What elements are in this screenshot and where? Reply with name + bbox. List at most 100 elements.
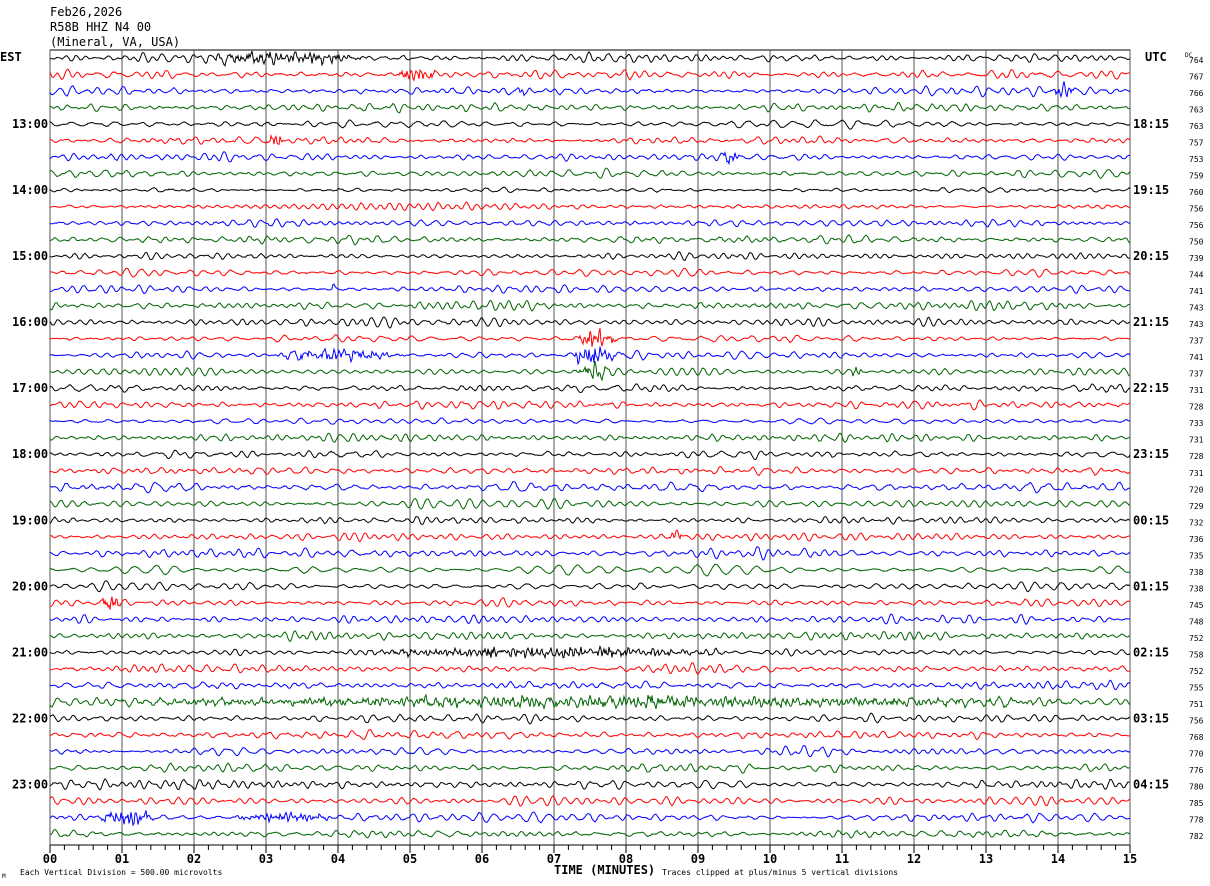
left-hour-label: 14:00 bbox=[12, 183, 48, 197]
right-hour-label: 18:15 bbox=[1133, 117, 1169, 131]
seismic-trace-row bbox=[49, 466, 1131, 477]
dc-value: 768 bbox=[1189, 733, 1204, 742]
dc-value: 736 bbox=[1189, 535, 1204, 544]
seismic-trace-row bbox=[50, 328, 1131, 347]
seismic-trace-row bbox=[49, 283, 1130, 295]
left-hour-label: 15:00 bbox=[12, 249, 48, 263]
x-tick-label: 13 bbox=[979, 852, 993, 866]
title-date: Feb26,2026 bbox=[50, 5, 122, 19]
corner-mark: M bbox=[2, 873, 6, 880]
x-tick-label: 12 bbox=[907, 852, 921, 866]
dc-value: 757 bbox=[1189, 139, 1204, 148]
dc-value: 755 bbox=[1189, 683, 1204, 692]
dc-value: 785 bbox=[1189, 799, 1204, 808]
seismic-trace-row bbox=[49, 662, 1131, 675]
seismic-trace-row bbox=[49, 186, 1131, 194]
dc-value: 778 bbox=[1189, 815, 1204, 824]
dc-value: 752 bbox=[1189, 634, 1204, 643]
right-hour-label: 03:15 bbox=[1133, 711, 1169, 725]
x-tick-label: 01 bbox=[115, 852, 129, 866]
left-hour-label: 22:00 bbox=[12, 711, 48, 725]
seismic-trace-row bbox=[49, 417, 1131, 425]
seismic-trace-row bbox=[49, 234, 1131, 246]
seismic-trace-row bbox=[49, 251, 1131, 261]
seismic-trace-row bbox=[49, 596, 1131, 610]
dc-value: 753 bbox=[1189, 155, 1204, 164]
seismic-trace-row bbox=[50, 218, 1131, 228]
dc-value: 738 bbox=[1189, 568, 1204, 577]
seismic-trace-row bbox=[49, 712, 1131, 725]
x-tick-label: 02 bbox=[187, 852, 201, 866]
seismic-trace-row bbox=[49, 480, 1131, 494]
right-hour-label: 01:15 bbox=[1133, 579, 1169, 593]
right-hour-label: 22:15 bbox=[1133, 381, 1169, 395]
seismic-trace-row bbox=[49, 762, 1131, 774]
seismic-trace-row bbox=[49, 201, 1131, 212]
dc-value: 741 bbox=[1189, 287, 1204, 296]
dc-value: 767 bbox=[1189, 73, 1204, 82]
seismic-trace-row bbox=[49, 399, 1131, 411]
x-tick-label: 11 bbox=[835, 852, 849, 866]
plot-frame bbox=[49, 49, 1131, 846]
dc-value: 770 bbox=[1189, 749, 1204, 758]
dc-value: 750 bbox=[1189, 238, 1204, 247]
dc-value: 760 bbox=[1189, 188, 1204, 197]
seismic-trace-row bbox=[49, 745, 1131, 758]
seismic-trace-row bbox=[49, 68, 1131, 82]
seismic-trace-row bbox=[49, 267, 1131, 278]
footer-clip-note: Traces clipped at plus/minus 5 vertical … bbox=[662, 868, 898, 877]
seismic-trace-row bbox=[49, 81, 1131, 99]
dc-value: 720 bbox=[1189, 485, 1204, 494]
seismic-trace-row bbox=[49, 828, 1131, 839]
left-hour-label: 21:00 bbox=[12, 645, 48, 659]
dc-value: 745 bbox=[1189, 601, 1204, 610]
left-hour-label: 13:00 bbox=[12, 117, 48, 131]
left-hour-label: 20:00 bbox=[12, 579, 48, 593]
right-hour-label: 02:15 bbox=[1133, 645, 1169, 659]
dc-value: 758 bbox=[1189, 650, 1204, 659]
dc-value: 743 bbox=[1189, 320, 1204, 329]
seismic-trace-row bbox=[49, 101, 1131, 114]
x-tick-label: 03 bbox=[259, 852, 273, 866]
dc-value: 759 bbox=[1189, 172, 1204, 181]
seismic-trace-row bbox=[49, 546, 1131, 561]
seismic-trace-row bbox=[49, 613, 1131, 625]
x-tick-label: 06 bbox=[475, 852, 489, 866]
seismic-trace-row bbox=[49, 449, 1131, 461]
dc-value: 782 bbox=[1189, 832, 1204, 841]
seismic-trace-row bbox=[49, 383, 1131, 394]
dc-value: 733 bbox=[1189, 419, 1204, 428]
seismic-trace-row bbox=[49, 346, 1131, 366]
seismic-trace-row bbox=[49, 693, 1131, 711]
dc-value: 751 bbox=[1189, 700, 1204, 709]
seismic-trace-row bbox=[49, 432, 1131, 443]
dc-value: 776 bbox=[1189, 766, 1204, 775]
left-hour-label: 18:00 bbox=[12, 447, 48, 461]
seismic-trace-row bbox=[49, 361, 1131, 382]
title-station: R58B HHZ N4 00 bbox=[50, 20, 151, 34]
seismic-trace-row bbox=[49, 810, 1131, 827]
dc-value: 748 bbox=[1189, 617, 1204, 626]
dc-value: 731 bbox=[1189, 386, 1204, 395]
dc-value: 731 bbox=[1189, 469, 1204, 478]
x-tick-label: 14 bbox=[1051, 852, 1065, 866]
left-axis-title: EST bbox=[0, 50, 22, 64]
right-hour-label: 19:15 bbox=[1133, 183, 1169, 197]
dc-value: 728 bbox=[1189, 403, 1204, 412]
dc-value: 756 bbox=[1189, 205, 1204, 214]
x-axis-label: TIME (MINUTES) bbox=[554, 863, 655, 877]
seismic-trace-row bbox=[49, 497, 1131, 510]
seismic-trace-row bbox=[49, 778, 1131, 791]
dc-value: 752 bbox=[1189, 667, 1204, 676]
x-tick-label: 09 bbox=[691, 852, 705, 866]
x-tick-label: 10 bbox=[763, 852, 777, 866]
right-hour-label: 00:15 bbox=[1133, 513, 1169, 527]
right-axis-title: UTC bbox=[1145, 50, 1167, 64]
footer-scale-note: Each Vertical Division = 500.00 microvol… bbox=[20, 868, 222, 877]
seismic-trace-row bbox=[49, 529, 1131, 543]
seismic-trace-row bbox=[49, 150, 1131, 166]
dc-value: 731 bbox=[1189, 436, 1204, 445]
left-hour-label: 23:00 bbox=[12, 777, 48, 791]
seismic-trace-row bbox=[49, 679, 1131, 691]
